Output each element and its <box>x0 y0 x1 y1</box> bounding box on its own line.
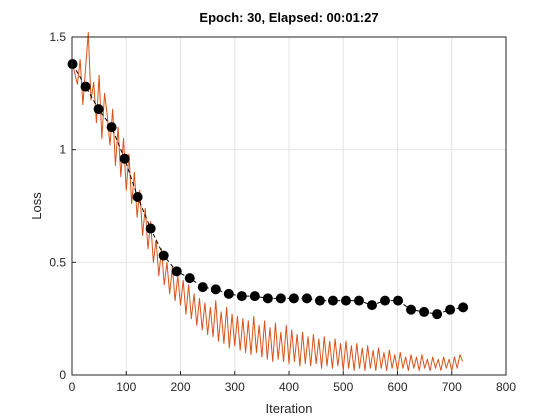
validation-loss-marker <box>197 282 208 293</box>
validation-loss-marker <box>327 295 338 306</box>
validation-loss-marker <box>445 304 456 315</box>
x-tick-label: 100 <box>116 380 136 394</box>
validation-loss-marker <box>288 293 299 304</box>
x-tick-label: 300 <box>225 380 245 394</box>
validation-loss-marker <box>67 59 78 70</box>
validation-loss-marker <box>145 223 156 234</box>
validation-loss-marker <box>210 284 221 295</box>
validation-loss-marker <box>301 293 312 304</box>
validation-loss-marker <box>106 122 117 133</box>
validation-loss-marker <box>132 191 143 202</box>
training-loss-line <box>72 31 464 371</box>
chart-title: Epoch: 30, Elapsed: 00:01:27 <box>199 10 378 25</box>
validation-loss-marker <box>393 295 404 306</box>
validation-loss-marker <box>93 104 104 115</box>
x-tick-label: 400 <box>279 380 299 394</box>
x-tick-label: 700 <box>442 380 462 394</box>
validation-loss-marker <box>406 304 417 315</box>
y-axis-ticks: 0 0.5 1 1.5 <box>49 30 76 382</box>
validation-loss-marker <box>249 291 260 302</box>
validation-loss-marker <box>262 293 273 304</box>
validation-loss-marker <box>380 295 391 306</box>
validation-loss-marker <box>119 153 130 164</box>
y-tick-label: 0 <box>59 368 66 382</box>
y-tick-label: 1.5 <box>49 30 66 44</box>
x-tick-label: 200 <box>170 380 190 394</box>
validation-loss-marker <box>236 291 247 302</box>
validation-loss-marker <box>340 295 351 306</box>
validation-loss-marker <box>353 295 364 306</box>
validation-loss-marker <box>314 295 325 306</box>
x-tick-label: 500 <box>333 380 353 394</box>
validation-loss-marker <box>158 250 169 261</box>
validation-loss-marker <box>275 293 286 304</box>
validation-loss-marker <box>432 309 443 320</box>
validation-loss-marker <box>223 288 234 299</box>
validation-loss-marker <box>184 273 195 284</box>
x-axis-label: Iteration <box>266 401 313 416</box>
x-axis-ticks: 0 100 200 300 400 500 600 700 800 <box>69 371 516 394</box>
validation-loss-marker <box>171 266 182 277</box>
validation-loss-marker <box>458 302 469 313</box>
validation-loss-marker <box>367 300 378 311</box>
x-tick-label: 800 <box>496 380 516 394</box>
y-axis-label: Loss <box>29 192 44 220</box>
x-tick-label: 600 <box>387 380 407 394</box>
validation-loss-series <box>67 59 469 320</box>
y-tick-label: 1 <box>59 143 66 157</box>
x-tick-label: 0 <box>69 380 76 394</box>
y-tick-label: 0.5 <box>49 255 66 269</box>
training-loss-series <box>72 31 464 371</box>
validation-loss-marker <box>419 306 430 317</box>
validation-loss-marker <box>80 81 91 92</box>
